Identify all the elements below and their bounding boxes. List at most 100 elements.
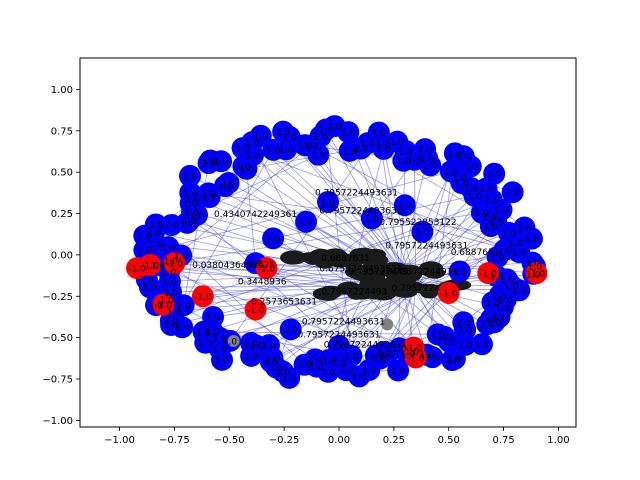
blue-node-label: 1.0 (484, 315, 499, 325)
hub-cluster-node (326, 253, 354, 268)
blue-node-label: 1.0 (165, 221, 180, 231)
blue-node-label: 1.0 (464, 163, 479, 173)
edge-label: 0.7957224493631 (302, 317, 385, 327)
blue-node (483, 162, 506, 185)
blue-node-label: 1.0 (487, 170, 502, 180)
blue-node-label: 1.0 (423, 162, 438, 172)
blue-node (486, 245, 509, 268)
blue-node-label: 1.0 (399, 148, 414, 158)
blue-node-label: 1.0 (298, 142, 313, 152)
blue-node (327, 334, 350, 357)
hub-cluster-node (420, 287, 439, 299)
blue-node-label: 1.0 (213, 345, 228, 355)
blue-node (338, 139, 361, 162)
edge (168, 270, 388, 355)
blue-node-label: 1.0 (147, 229, 162, 239)
y-tick-label: −0.25 (42, 292, 73, 303)
blue-node (387, 359, 410, 382)
blue-node-label: 1.0 (311, 151, 326, 161)
blue-node-label: 1.0 (264, 358, 279, 368)
labels-layer: 1.01.01.0 1.01.01.01.01.01.01.01.01.01.01… (128, 123, 545, 385)
blue-node-label: 1.0 (218, 183, 233, 193)
blue-node (360, 207, 383, 230)
red-node (255, 257, 278, 280)
blue-node-label: 1.0 (343, 147, 358, 157)
blue-node (214, 175, 237, 198)
red-node-label: -1.0 (194, 293, 212, 303)
blue-node-label: 1.0 (201, 160, 216, 170)
blue-node-label: 1.0 (284, 326, 299, 336)
blue-node-label: 1.0 (496, 303, 511, 313)
blue-node-label: 1.0 (174, 252, 189, 262)
red-node-label: -1.0 (128, 265, 146, 275)
blue-node-label: 1.0 (163, 257, 178, 267)
red-node (525, 262, 548, 285)
hub-cluster-node (347, 287, 366, 300)
blue-node-label: 1.0 (163, 278, 178, 288)
hub-cluster-node (350, 248, 378, 263)
x-tick-label: −0.50 (214, 435, 245, 446)
red-node-label: -1.0 (258, 265, 276, 275)
y-tick-label: 0.00 (51, 250, 73, 261)
blue-node-label: 1.0 (485, 299, 500, 309)
blue-node (317, 190, 339, 213)
blue-node-label: 1.0 (332, 342, 347, 352)
blue-node-label: 1.0 (344, 352, 359, 362)
hub-cluster-node (395, 267, 422, 283)
blue-node-label: 1.0 (262, 342, 277, 352)
blue-node-label: 1.0 (453, 268, 468, 278)
blue-node-label: 1.0 (321, 198, 336, 208)
hub-label: 0.6887631 (321, 254, 370, 264)
blue-node (501, 181, 524, 204)
red-node (477, 262, 500, 285)
blue-node-label: 1.0 (149, 221, 164, 231)
blue-node-label: 1.0 (308, 356, 323, 366)
blue-node-label: 1.0 (457, 153, 472, 163)
y-tick-label: −0.50 (42, 333, 73, 344)
edge (180, 254, 433, 358)
edge-label: 0.7957224493631 (385, 241, 468, 251)
edge-label: 0.6759349493631 (319, 264, 402, 274)
blue-node-label: 1.0 (361, 140, 376, 150)
blue-node-label: 1.0 (339, 367, 354, 377)
x-tick-label: 0.00 (328, 435, 350, 446)
edge-label: 0.0380436498575 (192, 261, 275, 271)
blue-node-label: 1.0 (236, 163, 251, 173)
blue-node-label: 1.0 (479, 185, 494, 195)
edge (157, 209, 502, 266)
blue-node-label: 1.0 (341, 129, 356, 139)
blue-node-label: 1.0 (177, 302, 192, 312)
blue-node (376, 343, 399, 366)
blue-node-label: 1.0 (483, 214, 498, 224)
blue-node-label: 1.0 (377, 348, 392, 358)
blue-node-label: 1.0 (167, 308, 182, 318)
blue-node-label: 1.0 (390, 138, 405, 148)
red-node-label: -1.0 (479, 270, 497, 280)
blue-node-label: 1.0 (160, 296, 175, 306)
blue-node-label: 1.0 (185, 194, 200, 204)
blue-node-label: 1.0 (487, 319, 502, 329)
blue-node-label: 1.0 (475, 209, 490, 219)
x-tick-label: −0.25 (269, 435, 300, 446)
x-tick-label: −0.75 (159, 435, 190, 446)
blue-node-label: 1.0 (161, 244, 176, 254)
blue-node-label: 1.0 (512, 287, 527, 297)
plot-frame (79, 57, 577, 428)
blue-node-label: 1.0 (500, 276, 515, 286)
hub-cluster-node (345, 268, 371, 279)
blue-node-label: 1.0 (458, 341, 473, 351)
blue-node-label: 1.0 (276, 368, 291, 378)
blue-node-label: 1.0 (467, 192, 482, 202)
blue-node-label: 1.0 (244, 352, 259, 362)
hub-label: 0.7957224 (391, 284, 440, 294)
x-tick-label: −1.00 (104, 435, 135, 446)
blue-node (295, 210, 318, 233)
blue-node-label: 1.0 (149, 302, 164, 312)
blue-node-label: 1.0 (445, 357, 460, 367)
blue-node-label: 1.0 (376, 140, 391, 150)
blue-node-label: 1.0 (509, 239, 524, 249)
blue-node-label: 1.0 (442, 338, 457, 348)
blue-node-label: 1.0 (205, 327, 220, 337)
red-node (404, 346, 427, 369)
blue-node (452, 311, 475, 334)
